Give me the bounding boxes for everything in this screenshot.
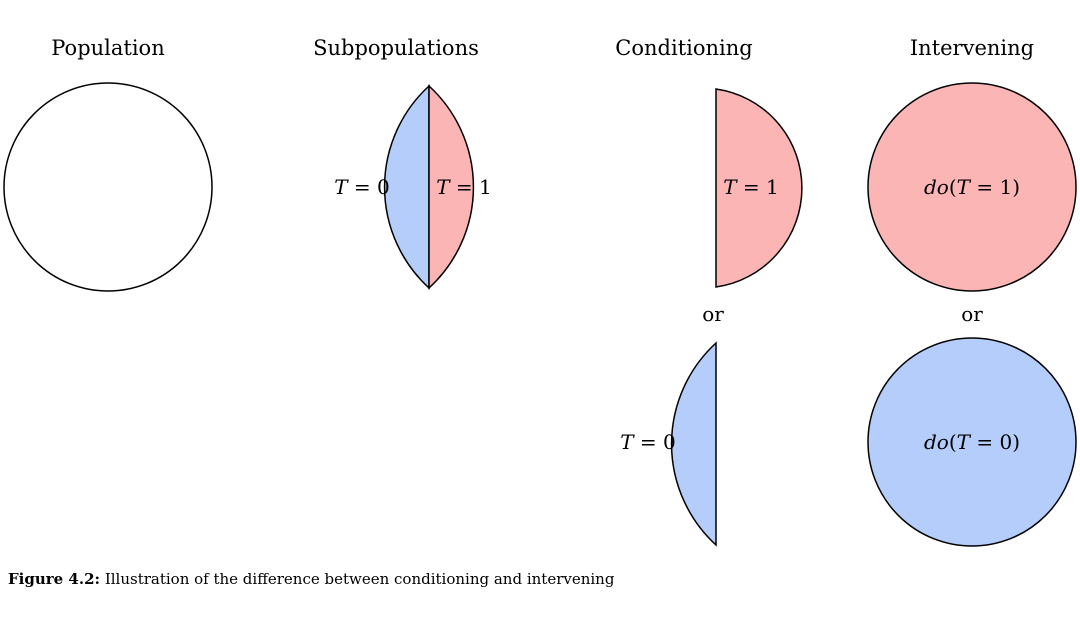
title-conditioning: Conditioning [615, 36, 752, 60]
intervening-t1-label: do(T = 1) [924, 175, 1020, 199]
title-population: Population [51, 36, 164, 60]
population-circle [3, 82, 213, 292]
title-subpopulations: Subpopulations [313, 36, 479, 60]
figure-caption: Figure 4.2: Illustration of the differen… [8, 570, 614, 588]
intervening-t1-circle [867, 82, 1077, 292]
intervening-t0-circle [867, 337, 1077, 547]
title-intervening: Intervening [910, 36, 1034, 60]
intervening-or-label: or [961, 302, 983, 326]
subpopulation-t0-region [383, 84, 430, 290]
conditioning-t1-half [715, 88, 803, 288]
conditioning-t0-half [670, 341, 717, 547]
conditioning-or-label: or [702, 302, 724, 326]
subpopulation-t1-label: T = 1 [436, 175, 492, 199]
figure-caption-label: Figure 4.2: [8, 570, 101, 588]
subpopulation-t0-label: T = 0 [334, 175, 390, 199]
figure-caption-text: Illustration of the difference between c… [100, 570, 615, 588]
conditioning-t1-label: T = 1 [723, 175, 779, 199]
intervening-t0-label: do(T = 0) [924, 430, 1020, 454]
conditioning-t0-label: T = 0 [620, 430, 676, 454]
subpopulation-t1-region [428, 84, 475, 290]
